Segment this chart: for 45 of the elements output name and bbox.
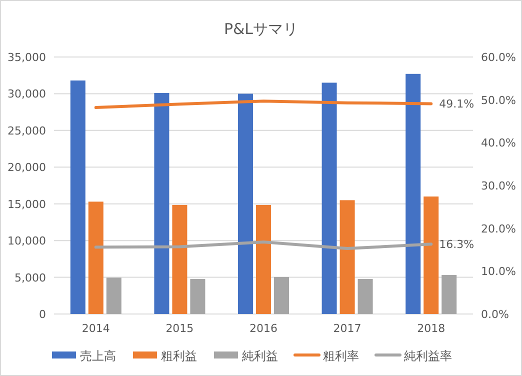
y-tick-label: 30,000 <box>8 88 46 101</box>
x-tick-label: 2014 <box>82 322 110 335</box>
y2-tick-label: 10.0% <box>481 265 516 278</box>
y-tick-label: 35,000 <box>8 51 46 64</box>
legend-label: 粗利益 <box>161 349 197 363</box>
legend-label: 粗利率 <box>323 349 359 363</box>
y-tick-label: 5,000 <box>14 271 46 284</box>
x-tick-label: 2015 <box>166 322 194 335</box>
x-tick-label: 2018 <box>417 322 446 335</box>
bar <box>106 278 122 314</box>
x-tick-label: 2016 <box>250 322 278 335</box>
y-tick-label: 25,000 <box>8 124 46 138</box>
y2-tick-label: 0.0% <box>481 308 509 321</box>
y-tick-label: 15,000 <box>8 198 46 211</box>
bar <box>274 276 289 314</box>
bar <box>88 202 104 314</box>
bar <box>154 92 170 314</box>
chart-title: P&Lサマリ <box>224 20 298 38</box>
bar <box>406 74 421 314</box>
y-tick-label: 10,000 <box>8 234 46 248</box>
bar <box>424 196 439 314</box>
data-label: 49.1% <box>439 98 474 111</box>
bar <box>322 82 337 314</box>
y-tick-label: 0 <box>39 308 46 321</box>
bar <box>340 200 355 314</box>
bar <box>190 278 206 314</box>
y-tick-label: 20,000 <box>8 161 46 174</box>
bar <box>238 94 253 314</box>
bar <box>70 80 86 314</box>
legend-label: 売上高 <box>80 349 116 363</box>
line-series <box>94 240 433 250</box>
bar <box>172 204 188 314</box>
data-label: 16.3% <box>439 238 474 252</box>
line-series <box>94 100 433 110</box>
y2-tick-label: 30.0% <box>481 180 516 192</box>
x-tick-label: 2017 <box>333 322 362 335</box>
legend-label: 純利益 <box>242 349 278 363</box>
bar <box>358 278 373 314</box>
y2-tick-label: 40.0% <box>481 136 516 150</box>
y2-tick-label: 60.0% <box>481 51 516 64</box>
y2-tick-label: 20.0% <box>481 222 516 236</box>
y2-tick-label: 50.0% <box>481 94 516 107</box>
legend-label: 純利益率 <box>404 349 452 363</box>
bar <box>442 275 457 314</box>
bar <box>256 204 271 314</box>
